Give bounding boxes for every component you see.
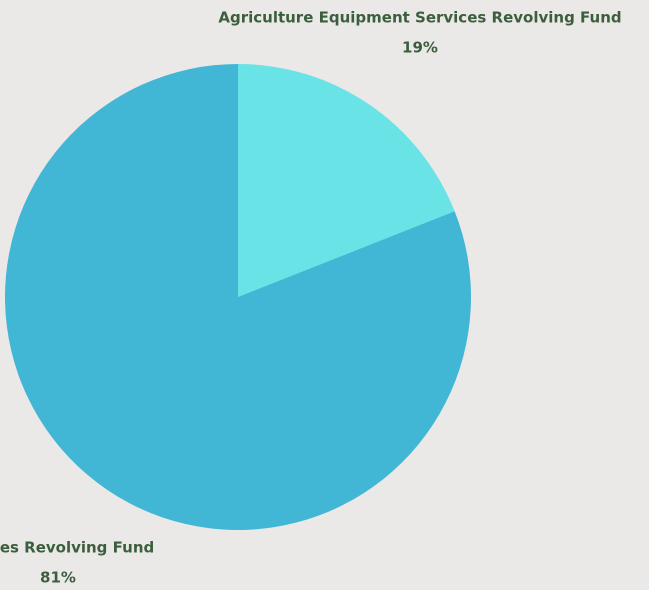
slice-percent-label-1: 81% bbox=[40, 569, 76, 587]
slice-label-0: Agriculture Equipment Services Revolving… bbox=[218, 9, 621, 27]
slice-percent-label-0: 19% bbox=[402, 39, 438, 57]
slice-label-1: Games Revolving Fund bbox=[0, 539, 154, 557]
pie-slice-0 bbox=[238, 64, 455, 297]
pie-slice-1 bbox=[4, 64, 471, 530]
